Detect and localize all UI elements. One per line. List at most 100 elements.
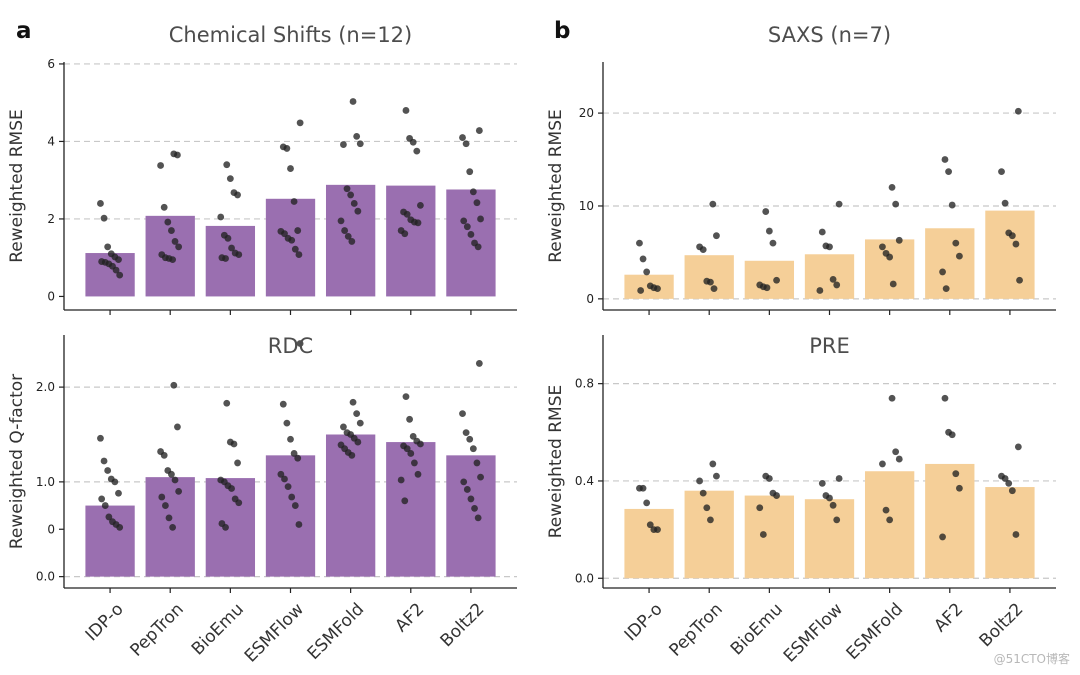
data-point — [283, 145, 291, 152]
data-point — [340, 423, 347, 431]
data-point — [888, 183, 896, 191]
x-category-label-BioEmu: BioEmu — [727, 599, 787, 659]
data-point — [956, 484, 963, 492]
bar-ESMFlow — [804, 499, 855, 579]
subplot-title: Chemical Shifts (n=12) — [169, 23, 412, 47]
data-point — [895, 236, 903, 244]
data-point — [756, 504, 764, 512]
data-point — [460, 217, 468, 225]
data-point — [157, 162, 164, 169]
data-point — [235, 251, 243, 258]
data-point — [294, 454, 302, 462]
data-point — [403, 210, 411, 218]
data-point — [111, 478, 119, 486]
x-category-label-Boltz2: Boltz2 — [437, 599, 489, 651]
data-point — [459, 410, 466, 418]
data-point — [948, 201, 956, 209]
data-point — [223, 399, 231, 407]
data-point — [402, 393, 410, 400]
data-point — [397, 476, 405, 484]
data-point — [1008, 487, 1016, 495]
data-point — [296, 340, 304, 347]
y-tick-label: 1.0 — [36, 475, 55, 489]
data-point — [97, 200, 104, 207]
data-point — [462, 140, 470, 148]
data-point — [174, 151, 181, 159]
data-point — [939, 533, 946, 541]
bar-IDP-o — [85, 253, 135, 297]
x-category-label-IDP-o: IDP-o — [621, 599, 667, 645]
data-point — [888, 394, 896, 402]
data-point — [713, 472, 720, 480]
data-point — [765, 227, 773, 235]
y-tick-label: 4 — [47, 134, 55, 148]
data-point — [98, 495, 106, 503]
data-point — [407, 450, 415, 457]
subplot-saxs: 0 10 20 SAXS (n=7) Reweighted RMSE — [546, 23, 1056, 315]
y-tick-label: 20 — [579, 106, 594, 120]
data-point — [171, 476, 179, 484]
data-point — [1016, 276, 1023, 284]
bar-Boltz2 — [446, 189, 496, 297]
y-tick-label: 6 — [47, 57, 55, 71]
data-point — [882, 506, 890, 514]
data-point — [101, 502, 109, 509]
bar-IDP-o — [624, 508, 674, 579]
panel-label-b: b — [554, 18, 571, 44]
data-point — [709, 200, 717, 208]
data-point — [773, 276, 780, 284]
data-point — [654, 285, 661, 293]
data-point — [287, 435, 294, 443]
y-axis-label: Reweighted RMSE — [7, 109, 27, 263]
data-point — [998, 168, 1005, 176]
data-point — [116, 271, 124, 279]
data-point — [818, 228, 826, 236]
data-point — [459, 134, 466, 141]
data-point — [406, 415, 413, 423]
data-point — [235, 499, 243, 507]
data-point — [115, 489, 122, 497]
data-point — [409, 432, 417, 440]
data-point — [414, 219, 422, 227]
bar-PepTron — [684, 255, 734, 299]
data-point — [170, 381, 178, 389]
data-point — [171, 238, 179, 245]
bar-ESMFold — [864, 471, 915, 579]
bar-ESMFlow — [265, 198, 316, 297]
data-point — [290, 450, 298, 457]
x-category-label-ESMFold: ESMFold — [304, 599, 369, 664]
x-category-label-ESMFold: ESMFold — [843, 599, 908, 664]
y-tick-label: 2 — [47, 212, 55, 226]
data-point — [1012, 240, 1020, 248]
data-point — [948, 431, 956, 439]
data-point — [350, 200, 358, 207]
data-point — [763, 284, 771, 292]
data-point — [759, 531, 767, 538]
y-tick-label: 0.8 — [575, 377, 594, 391]
data-point — [1014, 443, 1022, 451]
data-point — [413, 147, 421, 155]
y-tick-label: 2.0 — [36, 380, 55, 394]
data-point — [469, 188, 477, 196]
data-point — [356, 140, 364, 148]
data-point — [115, 256, 122, 264]
data-point — [417, 201, 424, 209]
data-point — [410, 459, 418, 467]
data-point — [295, 251, 303, 258]
data-point — [475, 127, 483, 134]
data-point — [1005, 479, 1013, 487]
data-point — [460, 478, 468, 486]
data-point — [835, 475, 843, 482]
bar-BioEmu — [744, 495, 795, 579]
data-point — [222, 255, 229, 262]
data-point — [643, 499, 651, 507]
panel-label-a: a — [16, 18, 32, 44]
data-point — [696, 477, 703, 485]
data-point — [1014, 107, 1022, 115]
data-point — [707, 278, 714, 286]
data-point — [348, 451, 356, 459]
data-point — [175, 487, 183, 495]
bar-BioEmu — [744, 260, 795, 299]
